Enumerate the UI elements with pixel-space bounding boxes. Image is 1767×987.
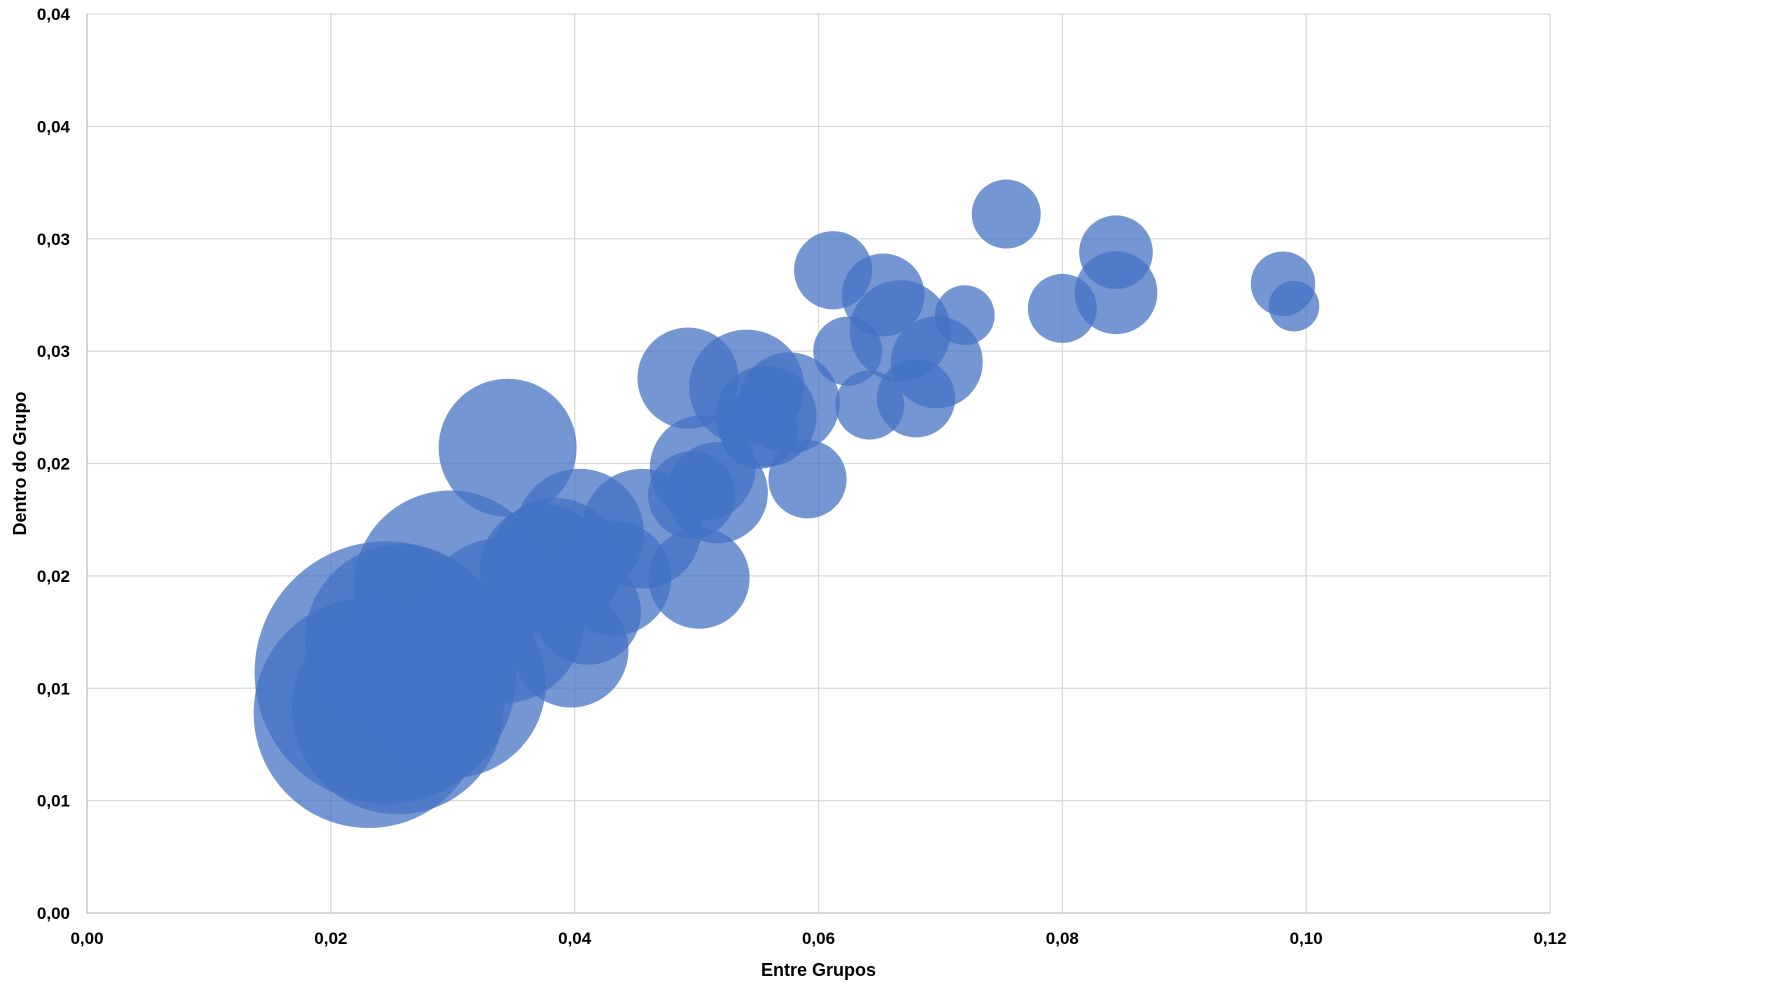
bubble-point (971, 179, 1041, 249)
bubble-point (648, 527, 750, 629)
y-tick-label: 0,02 (37, 455, 70, 474)
bubble-point (934, 285, 995, 346)
y-tick-label: 0,03 (37, 342, 70, 361)
y-tick-label: 0,04 (37, 117, 71, 136)
bubble-point (1074, 251, 1158, 335)
bubble-series (253, 179, 1320, 828)
x-tick-labels: 0,00 0,02 0,04 0,06 0,08 0,10 0,12 (70, 929, 1566, 948)
y-tick-label: 0,02 (37, 567, 70, 586)
x-axis-title: Entre Grupos (761, 960, 876, 980)
y-axis-title: Dentro do Grupo (10, 392, 30, 536)
y-tick-label: 0,01 (37, 679, 70, 698)
y-tick-label: 0,00 (37, 904, 70, 923)
y-tick-label: 0,04 (37, 5, 71, 24)
y-tick-label: 0,03 (37, 230, 70, 249)
x-tick-label: 0,06 (802, 929, 835, 948)
x-tick-label: 0,08 (1046, 929, 1079, 948)
axes (86, 14, 1550, 914)
x-tick-label: 0,10 (1290, 929, 1323, 948)
bubble-point (738, 352, 840, 454)
x-tick-label: 0,12 (1533, 929, 1566, 948)
vertical-gridlines (330, 14, 1551, 913)
x-tick-label: 0,04 (558, 929, 592, 948)
bubble-point (666, 442, 768, 544)
x-tick-label: 0,02 (314, 929, 347, 948)
y-tick-labels: 0,00 0,01 0,01 0,02 0,02 0,03 0,03 0,04 0,04 (37, 5, 71, 923)
bubble-point (768, 440, 847, 519)
x-tick-label: 0,00 (70, 929, 103, 948)
y-tick-label: 0,01 (37, 792, 70, 811)
bubble-point (1268, 280, 1320, 332)
